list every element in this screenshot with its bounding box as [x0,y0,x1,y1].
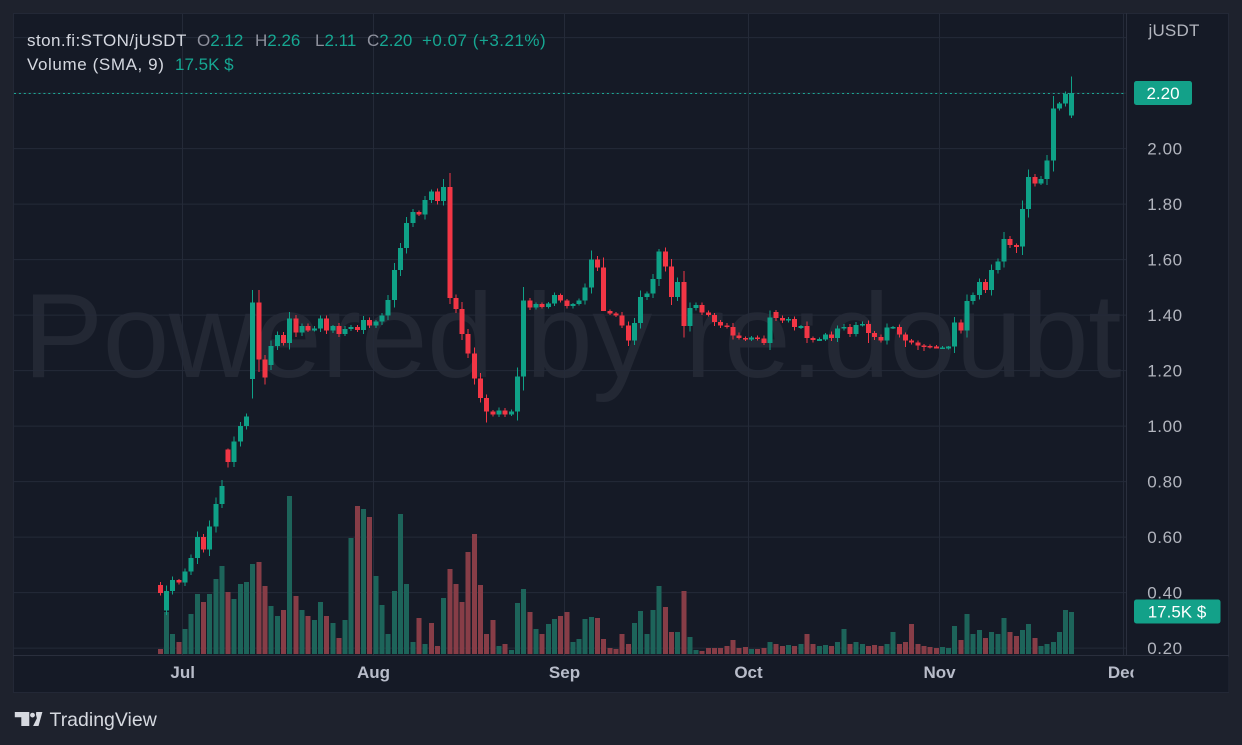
svg-text:17.5K $: 17.5K $ [175,55,234,74]
svg-text:1.80: 1.80 [1147,195,1183,214]
svg-text:H2.26: H2.26 [255,31,300,50]
svg-text:TradingView: TradingView [50,709,158,731]
svg-text:+0.07 (+3.21%): +0.07 (+3.21%) [422,31,546,50]
svg-text:1.00: 1.00 [1147,417,1183,436]
svg-text:Powered by re:doubt: Powered by re:doubt [23,269,1121,403]
svg-text:1.20: 1.20 [1147,362,1183,381]
svg-text:2.00: 2.00 [1147,140,1183,159]
svg-text:Volume (SMA, 9): Volume (SMA, 9) [27,55,165,74]
svg-text:0.40: 0.40 [1147,584,1183,603]
svg-text:0.60: 0.60 [1147,528,1183,547]
svg-text:Jul: Jul [170,663,195,682]
svg-text:Aug: Aug [357,663,390,682]
svg-text:ston.fi:STON/jUSDT: ston.fi:STON/jUSDT [27,31,187,50]
svg-text:O2.12: O2.12 [197,31,243,50]
svg-text:0.80: 0.80 [1147,473,1183,492]
svg-text:0.20: 0.20 [1147,639,1183,658]
svg-text:L2.11: L2.11 [315,31,356,50]
svg-text:1.40: 1.40 [1147,306,1183,325]
svg-text:Nov: Nov [923,663,956,682]
svg-text:17.5K $: 17.5K $ [1148,603,1207,622]
svg-text:jUSDT: jUSDT [1147,21,1199,40]
svg-text:Dec: Dec [1108,663,1139,682]
svg-text:Sep: Sep [549,663,580,682]
svg-text:C2.20: C2.20 [367,31,412,50]
svg-text:Oct: Oct [734,663,763,682]
svg-text:2.20: 2.20 [1146,84,1179,103]
svg-text:1.60: 1.60 [1147,251,1183,270]
